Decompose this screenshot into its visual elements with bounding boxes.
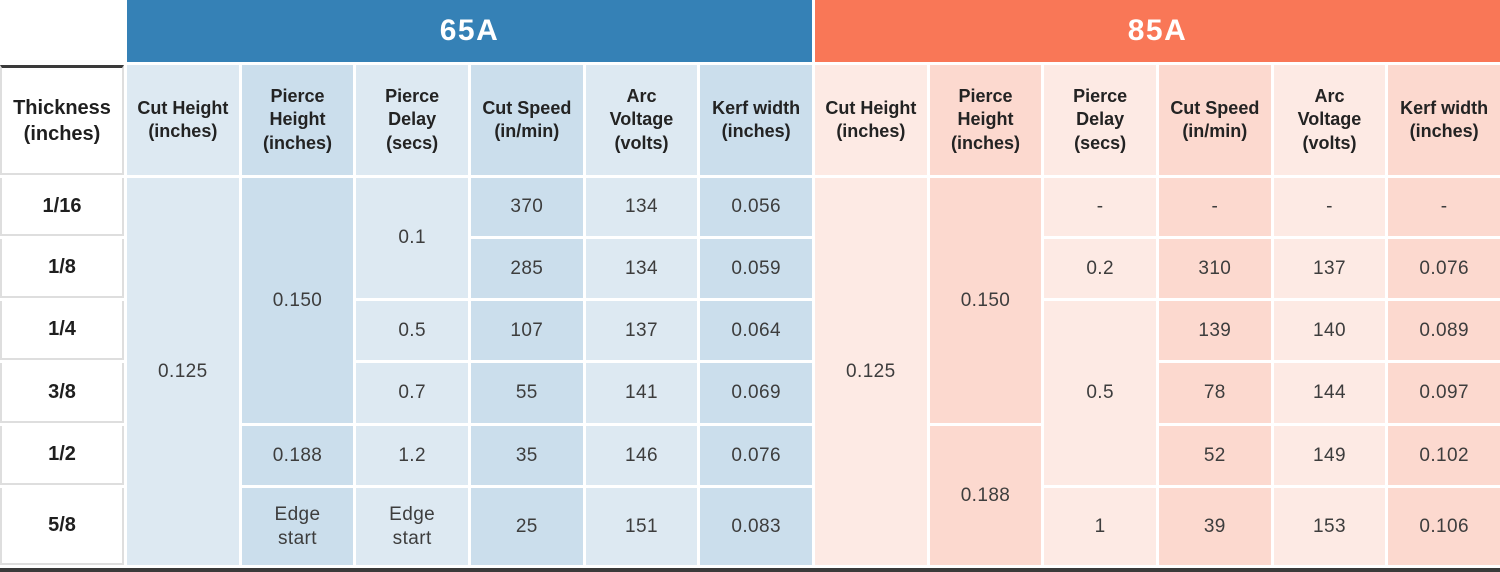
cell-65a-cut-speed-3-8: 55 [470,363,583,423]
cell-65a-cut-speed-1-4: 107 [470,301,583,360]
cell-85a-cut-speed-1-8: 310 [1158,239,1271,298]
cell-65a-cut-height-all: 0.125 [127,178,239,565]
cell-65a-arc-voltage-5-8: 151 [585,488,698,565]
cell-85a-kerf-width-1-2: 0.102 [1388,426,1500,485]
cell-85a-arc-voltage-3-8: 144 [1273,363,1386,423]
col-header-65a-arc-voltage: Arc Voltage (volts) [585,65,698,175]
cell-85a-pierce-delay-1-8: 0.2 [1044,239,1156,298]
col-header-85a-kerf-width: Kerf width (inches) [1388,65,1500,175]
section-header-65a: 65A [127,0,812,62]
col-header-65a-cut-speed: Cut Speed (in/min) [470,65,583,175]
cell-65a-arc-voltage-1-2: 146 [585,426,698,485]
section-header-85a: 85A [814,0,1500,62]
cell-85a-kerf-width-1-4: 0.089 [1388,301,1500,360]
cell-65a-pierce-height-1-16-to-3-8: 0.150 [241,178,354,423]
cell-85a-cut-speed-1-4: 139 [1158,301,1271,360]
cell-85a-cut-speed-3-8: 78 [1158,363,1271,423]
cell-65a-kerf-width-5-8: 0.083 [700,488,812,565]
cell-85a-kerf-width-1-8: 0.076 [1388,239,1500,298]
cell-85a-arc-voltage-1-2: 149 [1273,426,1386,485]
row-label-3-8: 3/8 [0,363,124,423]
cell-85a-cut-height-all: 0.125 [814,178,927,565]
cell-65a-cut-speed-5-8: 25 [470,488,583,565]
cell-85a-pierce-delay-1-16: - [1044,178,1156,236]
cell-85a-cut-speed-5-8: 39 [1158,488,1271,565]
cell-65a-kerf-width-1-4: 0.064 [700,301,812,360]
cell-65a-kerf-width-3-8: 0.069 [700,363,812,423]
row-label-5-8: 5/8 [0,488,124,565]
cell-65a-pierce-delay-1-2: 1.2 [356,426,468,485]
cell-65a-pierce-delay-5-8: Edge start [356,488,468,565]
cell-85a-kerf-width-5-8: 0.106 [1388,488,1500,565]
table-bottom-border [0,568,1500,572]
col-header-85a-pierce-delay: Pierce Delay (secs) [1044,65,1156,175]
cell-65a-pierce-delay-3-8: 0.7 [356,363,468,423]
col-header-65a-cut-height: Cut Height (inches) [127,65,239,175]
cell-85a-arc-voltage-1-16: - [1273,178,1386,236]
cell-85a-pierce-delay-5-8: 1 [1044,488,1156,565]
col-header-85a-cut-height: Cut Height (inches) [814,65,927,175]
col-header-85a-cut-speed: Cut Speed (in/min) [1158,65,1271,175]
cell-65a-cut-speed-1-16: 370 [470,178,583,236]
thickness-column-header: Thickness (inches) [0,65,124,175]
cell-65a-pierce-height-5-8: Edge start [241,488,354,565]
row-label-1-16: 1/16 [0,178,124,236]
cell-65a-cut-speed-1-2: 35 [470,426,583,485]
cell-65a-arc-voltage-1-16: 134 [585,178,698,236]
cell-85a-arc-voltage-1-8: 137 [1273,239,1386,298]
cell-85a-pierce-delay-1-4-to-1-2: 0.5 [1044,301,1156,485]
cell-85a-pierce-height-1-16-to-3-8: 0.150 [929,178,1042,423]
cell-65a-pierce-height-1-2: 0.188 [241,426,354,485]
cell-85a-kerf-width-1-16: - [1388,178,1500,236]
col-header-65a-pierce-delay: Pierce Delay (secs) [356,65,468,175]
col-header-65a-kerf-width: Kerf width (inches) [700,65,812,175]
cell-65a-pierce-delay-1-16-to-1-8: 0.1 [356,178,468,298]
cell-65a-kerf-width-1-8: 0.059 [700,239,812,298]
cell-65a-pierce-delay-1-4: 0.5 [356,301,468,360]
cell-85a-kerf-width-3-8: 0.097 [1388,363,1500,423]
row-label-1-8: 1/8 [0,239,124,298]
cell-65a-arc-voltage-1-8: 134 [585,239,698,298]
col-header-85a-arc-voltage: Arc Voltage (volts) [1273,65,1386,175]
row-label-1-4: 1/4 [0,301,124,360]
cell-65a-kerf-width-1-16: 0.056 [700,178,812,236]
cell-65a-arc-voltage-3-8: 141 [585,363,698,423]
col-header-85a-pierce-height: Pierce Height (inches) [929,65,1042,175]
cell-65a-arc-voltage-1-4: 137 [585,301,698,360]
cell-85a-arc-voltage-1-4: 140 [1273,301,1386,360]
cell-65a-kerf-width-1-2: 0.076 [700,426,812,485]
cell-85a-cut-speed-1-2: 52 [1158,426,1271,485]
col-header-65a-pierce-height: Pierce Height (inches) [241,65,354,175]
cell-85a-cut-speed-1-16: - [1158,178,1271,236]
cell-85a-pierce-height-1-2-to-5-8: 0.188 [929,426,1042,565]
cell-65a-cut-speed-1-8: 285 [470,239,583,298]
row-label-1-2: 1/2 [0,426,124,485]
cell-85a-arc-voltage-5-8: 153 [1273,488,1386,565]
